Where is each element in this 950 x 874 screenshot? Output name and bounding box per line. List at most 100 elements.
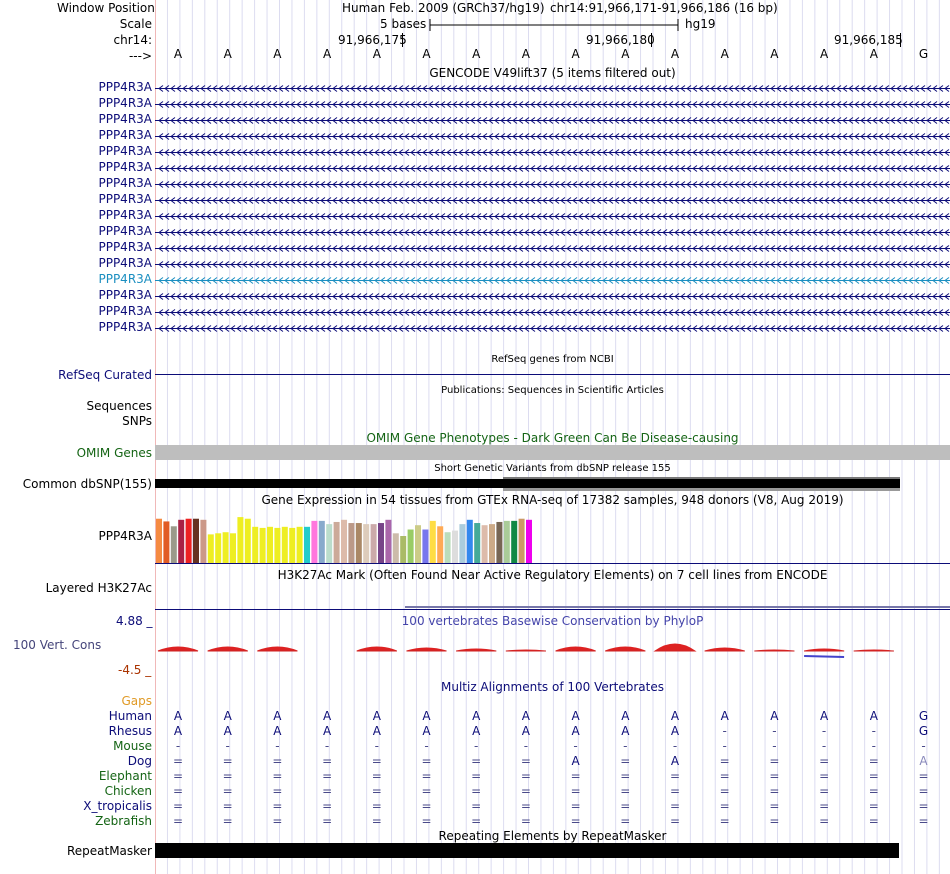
gencode-gene-label[interactable]: PPP4R3A [98,128,152,142]
gtex-tissue-bar[interactable] [489,524,495,563]
gencode-gene-track[interactable] [155,98,950,111]
gtex-tissue-bar[interactable] [503,520,510,563]
gencode-gene-label[interactable]: PPP4R3A [98,272,152,286]
gtex-tissue-bar[interactable] [178,519,185,563]
gtex-tissue-bar[interactable] [304,526,310,563]
gtex-tissue-bar[interactable] [496,521,503,563]
gtex-tissue-bar[interactable] [407,529,414,563]
gtex-tissue-bar[interactable] [156,518,162,563]
species-label[interactable]: Dog [127,754,152,768]
gtex-tissue-bar[interactable] [437,526,444,563]
gtex-title[interactable]: Gene Expression in 54 tissues from GTEx … [261,493,844,507]
gencode-gene-label[interactable]: PPP4R3A [98,304,152,318]
refseq-label[interactable]: RefSeq Curated [58,368,152,382]
species-label[interactable]: Zebrafish [95,814,152,828]
gencode-gene-track[interactable] [155,114,950,127]
gencode-gene-track[interactable] [155,322,950,335]
gtex-tissue-bar[interactable] [355,523,362,563]
gtex-tissue-bar[interactable] [230,533,236,563]
gtex-tissue-bar[interactable] [481,525,488,563]
gencode-gene-track[interactable] [155,290,950,303]
gtex-tissue-bar[interactable] [392,533,399,563]
gencode-gene-label[interactable]: PPP4R3A [98,160,152,174]
h3k27ac-label[interactable]: Layered H3K27Ac [45,581,152,595]
h3k27ac-title[interactable]: H3K27Ac Mark (Often Found Near Active Re… [277,568,828,582]
gtex-tissue-bar[interactable] [363,524,370,563]
gtex-tissue-bar[interactable] [400,536,407,563]
gtex-tissue-bar[interactable] [170,526,177,563]
gtex-tissue-bar[interactable] [474,523,481,563]
gtex-tissue-bar[interactable] [281,526,288,563]
gtex-tissue-bar[interactable] [244,518,251,563]
repeatmasker-track[interactable] [155,843,899,858]
phylop-title[interactable]: 100 vertebrates Basewise Conservation by… [401,614,704,628]
gencode-gene-track[interactable] [155,306,950,319]
gencode-gene-label[interactable]: PPP4R3A [98,224,152,238]
gtex-tissue-bar[interactable] [518,518,525,563]
gtex-tissue-bar[interactable] [289,527,296,563]
gtex-tissue-bar[interactable] [252,526,259,563]
gtex-tissue-bar[interactable] [511,520,518,563]
gencode-gene-label[interactable]: PPP4R3A [98,96,152,110]
species-label[interactable]: Human [108,709,152,723]
gencode-gene-track[interactable] [155,194,950,207]
species-label[interactable]: X_tropicalis [83,799,152,813]
gtex-tissue-bar[interactable] [333,521,340,563]
gtex-tissue-bar[interactable] [200,519,207,563]
omim-title[interactable]: OMIM Gene Phenotypes - Dark Green Can Be… [366,431,739,445]
gencode-gene-label[interactable]: PPP4R3A [98,288,152,302]
gtex-tissue-bar[interactable] [215,533,222,563]
gtex-tissue-bar[interactable] [185,518,192,563]
species-label[interactable]: Rhesus [108,724,152,738]
species-label[interactable]: Chicken [104,784,152,798]
dbsnp-label[interactable]: Common dbSNP(155) [22,477,152,491]
gtex-tissue-bar[interactable] [422,529,429,563]
gencode-gene-label[interactable]: PPP4R3A [98,208,152,222]
phylop-label[interactable]: 100 Vert. Cons [13,638,102,652]
gtex-tissue-bar[interactable] [378,523,384,563]
gencode-gene-label[interactable]: PPP4R3A [98,192,152,206]
gencode-gene-track[interactable] [155,82,950,95]
gtex-tissue-bar[interactable] [385,519,392,563]
gtex-tissue-bar[interactable] [370,524,377,563]
gtex-tissue-bar[interactable] [163,521,170,563]
gtex-tissue-bar[interactable] [526,519,532,563]
gencode-gene-track[interactable] [155,242,950,255]
gtex-tissue-bar[interactable] [326,524,333,563]
gencode-gene-track[interactable] [155,258,950,271]
gtex-tissue-bar[interactable] [429,520,436,563]
gencode-title[interactable]: GENCODE V49lift37 (5 items filtered out) [429,66,676,80]
phylop-track[interactable] [155,640,950,664]
gtex-label[interactable]: PPP4R3A [98,529,152,543]
gaps-label[interactable]: Gaps [121,694,152,708]
gencode-gene-label[interactable]: PPP4R3A [98,112,152,126]
gtex-tissue-bar[interactable] [444,532,451,563]
repeatmasker-label[interactable]: RepeatMasker [66,844,152,858]
gtex-tissue-bar[interactable] [415,525,421,563]
gtex-tissue-bar[interactable] [348,523,355,563]
gencode-gene-label[interactable]: PPP4R3A [98,80,152,94]
gencode-gene-label[interactable]: PPP4R3A [98,144,152,158]
gencode-gene-track[interactable] [155,274,950,287]
gtex-tissue-bar[interactable] [237,517,244,563]
gencode-gene-track[interactable] [155,178,950,191]
gtex-tissue-bar[interactable] [267,526,273,563]
sequences-label[interactable]: Sequences [86,399,152,413]
gtex-tissue-bar[interactable] [259,527,266,563]
refseq-track[interactable] [155,374,950,375]
gtex-tissue-bar[interactable] [193,518,199,563]
gtex-tissue-bar[interactable] [274,527,281,563]
gtex-tissue-bar[interactable] [296,526,303,563]
refseq-title[interactable]: RefSeq genes from NCBI [491,354,614,365]
gtex-tissue-bar[interactable] [466,519,473,563]
omim-label[interactable]: OMIM Genes [76,446,152,460]
publications-title[interactable]: Publications: Sequences in Scientific Ar… [441,385,664,396]
gencode-gene-track[interactable] [155,146,950,159]
gtex-tissue-bar[interactable] [222,532,229,563]
snps-label[interactable]: SNPs [122,414,152,428]
dbsnp-title[interactable]: Short Genetic Variants from dbSNP releas… [434,463,671,474]
gtex-tissue-bar[interactable] [207,534,214,563]
gencode-gene-label[interactable]: PPP4R3A [98,320,152,334]
multiz-title[interactable]: Multiz Alignments of 100 Vertebrates [440,680,665,694]
gencode-gene-track[interactable] [155,162,950,175]
